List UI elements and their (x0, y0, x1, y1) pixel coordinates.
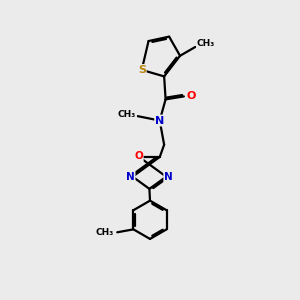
Text: N: N (126, 172, 135, 182)
Text: S: S (138, 65, 146, 75)
Text: O: O (187, 92, 196, 101)
Text: CH₃: CH₃ (118, 110, 136, 119)
Text: N: N (155, 116, 164, 126)
Text: N: N (164, 172, 173, 182)
Text: CH₃: CH₃ (197, 40, 215, 49)
Text: CH₃: CH₃ (95, 228, 114, 237)
Text: O: O (134, 151, 143, 161)
